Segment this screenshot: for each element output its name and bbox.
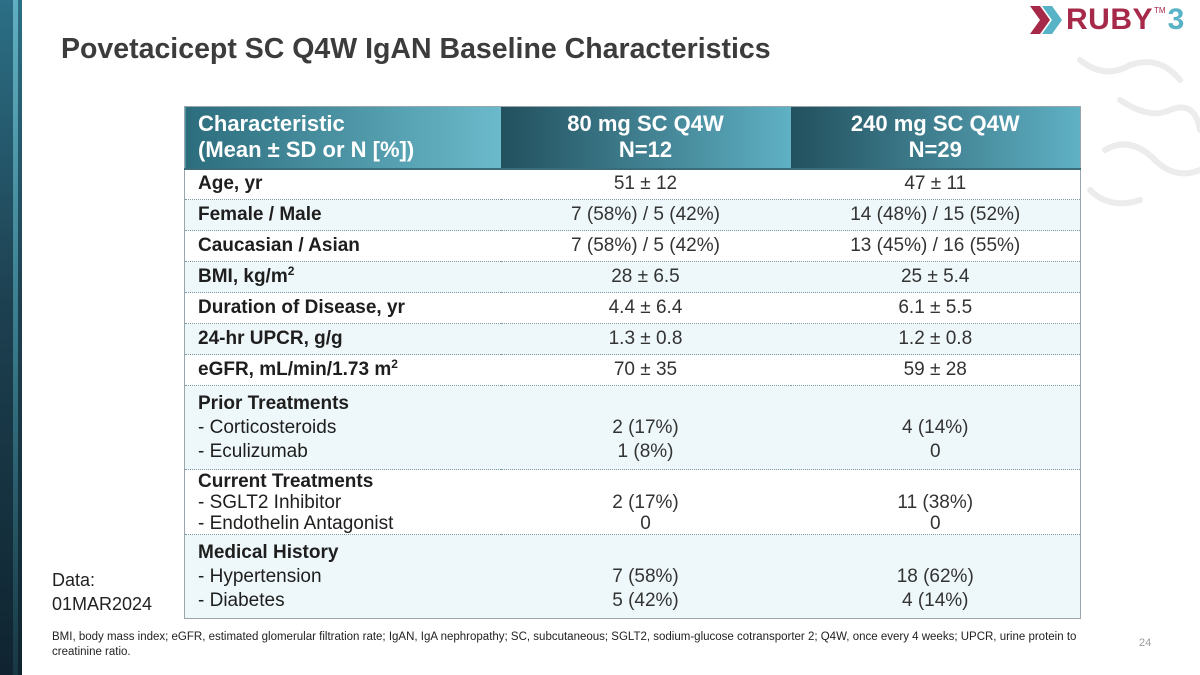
- table-row: Duration of Disease, yr 4.4 ± 6.4 6.1 ± …: [184, 292, 1081, 324]
- logo-trademark: TM: [1154, 5, 1166, 15]
- baseline-characteristics-table: Characteristic (Mean ± SD or N [%]) 80 m…: [184, 106, 1081, 619]
- prior-treatments-80mg: 2 (17%) 1 (8%): [500, 385, 791, 470]
- row-value-80mg: 7 (58%) / 5 (42%): [500, 230, 791, 262]
- row-label: 24-hr UPCR, g/g: [184, 323, 501, 355]
- medical-history-labels: Medical History - Hypertension - Diabete…: [184, 534, 501, 619]
- row-value-240mg: 13 (45%) / 16 (55%): [790, 230, 1081, 262]
- current-treatments-heading: Current Treatments: [198, 470, 374, 492]
- row-label-text: BMI, kg/m: [198, 266, 288, 287]
- table-row: 24-hr UPCR, g/g 1.3 ± 0.8 1.2 ± 0.8: [184, 323, 1081, 355]
- history-item-240mg: 18 (62%): [896, 565, 974, 587]
- row-value-240mg: 1.2 ± 0.8: [790, 323, 1081, 355]
- header-240mg-dose: 240 mg SC Q4W: [850, 111, 1020, 137]
- row-value-80mg: 4.4 ± 6.4: [500, 292, 791, 324]
- molecule-decoration-icon: [1077, 57, 1200, 207]
- medical-history-heading: Medical History: [198, 541, 339, 563]
- row-value-240mg: 59 ± 28: [790, 354, 1081, 386]
- row-value-80mg: 1.3 ± 0.8: [500, 323, 791, 355]
- prior-item-label: - Eculizumab: [198, 440, 308, 462]
- row-label-egfr: eGFR, mL/min/1.73 m2: [184, 354, 501, 386]
- header-characteristic-line1: Characteristic: [198, 111, 345, 137]
- prior-item-80mg: 1 (8%): [617, 440, 674, 462]
- row-label: Female / Male: [184, 199, 501, 231]
- left-accent-stripe: [13, 0, 18, 675]
- row-value-240mg: 6.1 ± 5.5: [790, 292, 1081, 324]
- history-item-240mg: 4 (14%): [901, 589, 969, 611]
- history-item-label: - Hypertension: [198, 565, 322, 587]
- data-note-date: 01MAR2024: [52, 594, 153, 614]
- current-treatments-labels: Current Treatments - SGLT2 Inhibitor - E…: [184, 469, 501, 535]
- row-value-80mg: 7 (58%) / 5 (42%): [500, 199, 791, 231]
- superscript: 2: [287, 264, 295, 278]
- row-label-text: eGFR, mL/min/1.73 m: [198, 359, 392, 380]
- medical-history-80mg: 7 (58%) 5 (42%): [500, 534, 791, 619]
- header-80mg: 80 mg SC Q4W N=12: [500, 106, 791, 169]
- logo-wordmark: RUBY: [1066, 3, 1154, 36]
- header-characteristic-line2: (Mean ± SD or N [%]): [198, 137, 415, 163]
- header-80mg-n: N=12: [618, 137, 673, 163]
- table-header-row: Characteristic (Mean ± SD or N [%]) 80 m…: [184, 106, 1081, 169]
- table-row-current-treatments: Current Treatments - SGLT2 Inhibitor - E…: [184, 469, 1081, 535]
- history-item-80mg: 7 (58%): [612, 565, 679, 587]
- page-number: 24: [1139, 637, 1152, 649]
- header-80mg-dose: 80 mg SC Q4W: [567, 111, 724, 137]
- header-240mg: 240 mg SC Q4W N=29: [790, 106, 1081, 169]
- logo-number: 3: [1167, 3, 1185, 36]
- table-row-medical-history: Medical History - Hypertension - Diabete…: [184, 534, 1081, 619]
- current-item-80mg: 0: [640, 512, 651, 534]
- ruby3-logo: RUBY TM 3: [1026, 2, 1186, 38]
- current-item-label: - Endothelin Antagonist: [198, 512, 394, 534]
- current-item-label: - SGLT2 Inhibitor: [198, 491, 342, 513]
- row-value-240mg: 47 ± 11: [790, 167, 1081, 200]
- header-240mg-n: N=29: [908, 137, 962, 163]
- prior-item-240mg: 4 (14%): [901, 416, 969, 438]
- row-value-240mg: 14 (48%) / 15 (52%): [790, 199, 1081, 231]
- data-cutoff-note: Data: 01MAR2024: [52, 568, 152, 616]
- prior-treatments-240mg: 4 (14%) 0: [790, 385, 1081, 470]
- slide-title: Povetacicept SC Q4W IgAN Baseline Charac…: [61, 33, 771, 65]
- history-item-label: - Diabetes: [198, 589, 285, 611]
- table-row-prior-treatments: Prior Treatments - Corticosteroids - Ecu…: [184, 385, 1081, 470]
- row-value-240mg: 25 ± 5.4: [790, 261, 1081, 293]
- abbreviations-footnote: BMI, body mass index; eGFR, estimated gl…: [52, 631, 1077, 658]
- medical-history-240mg: 18 (62%) 4 (14%): [790, 534, 1081, 619]
- prior-item-80mg: 2 (17%): [612, 416, 679, 438]
- superscript: 2: [391, 357, 398, 371]
- row-label: Age, yr: [184, 167, 501, 200]
- row-label: Duration of Disease, yr: [184, 292, 501, 324]
- prior-treatments-heading: Prior Treatments: [198, 392, 349, 414]
- row-value-80mg: 28 ± 6.5: [500, 261, 791, 293]
- ruby-chevron-logo-icon: [1030, 6, 1062, 34]
- current-item-240mg: 11 (38%): [897, 491, 974, 513]
- current-treatments-80mg: 2 (17%) 0: [500, 469, 791, 535]
- table-row: Caucasian / Asian 7 (58%) / 5 (42%) 13 (…: [184, 230, 1081, 262]
- prior-item-240mg: 0: [929, 440, 941, 462]
- current-item-240mg: 0: [929, 512, 941, 534]
- row-value-80mg: 70 ± 35: [500, 354, 791, 386]
- table-row: Age, yr 51 ± 12 47 ± 11: [184, 167, 1081, 200]
- data-note-label: Data:: [52, 570, 96, 590]
- table-row: eGFR, mL/min/1.73 m2 70 ± 35 59 ± 28: [184, 354, 1081, 386]
- table-row: BMI, kg/m2 28 ± 6.5 25 ± 5.4: [184, 261, 1081, 293]
- left-decorative-bar: [0, 0, 22, 675]
- history-item-80mg: 5 (42%): [612, 589, 679, 611]
- row-label-bmi: BMI, kg/m2: [184, 261, 501, 293]
- current-item-80mg: 2 (17%): [612, 491, 679, 513]
- prior-item-label: - Corticosteroids: [198, 416, 337, 438]
- header-characteristic: Characteristic (Mean ± SD or N [%]): [184, 106, 501, 169]
- table-row: Female / Male 7 (58%) / 5 (42%) 14 (48%)…: [184, 199, 1081, 231]
- row-value-80mg: 51 ± 12: [500, 167, 791, 200]
- row-label: Caucasian / Asian: [184, 230, 501, 262]
- prior-treatments-labels: Prior Treatments - Corticosteroids - Ecu…: [184, 385, 501, 470]
- current-treatments-240mg: 11 (38%) 0: [790, 469, 1081, 535]
